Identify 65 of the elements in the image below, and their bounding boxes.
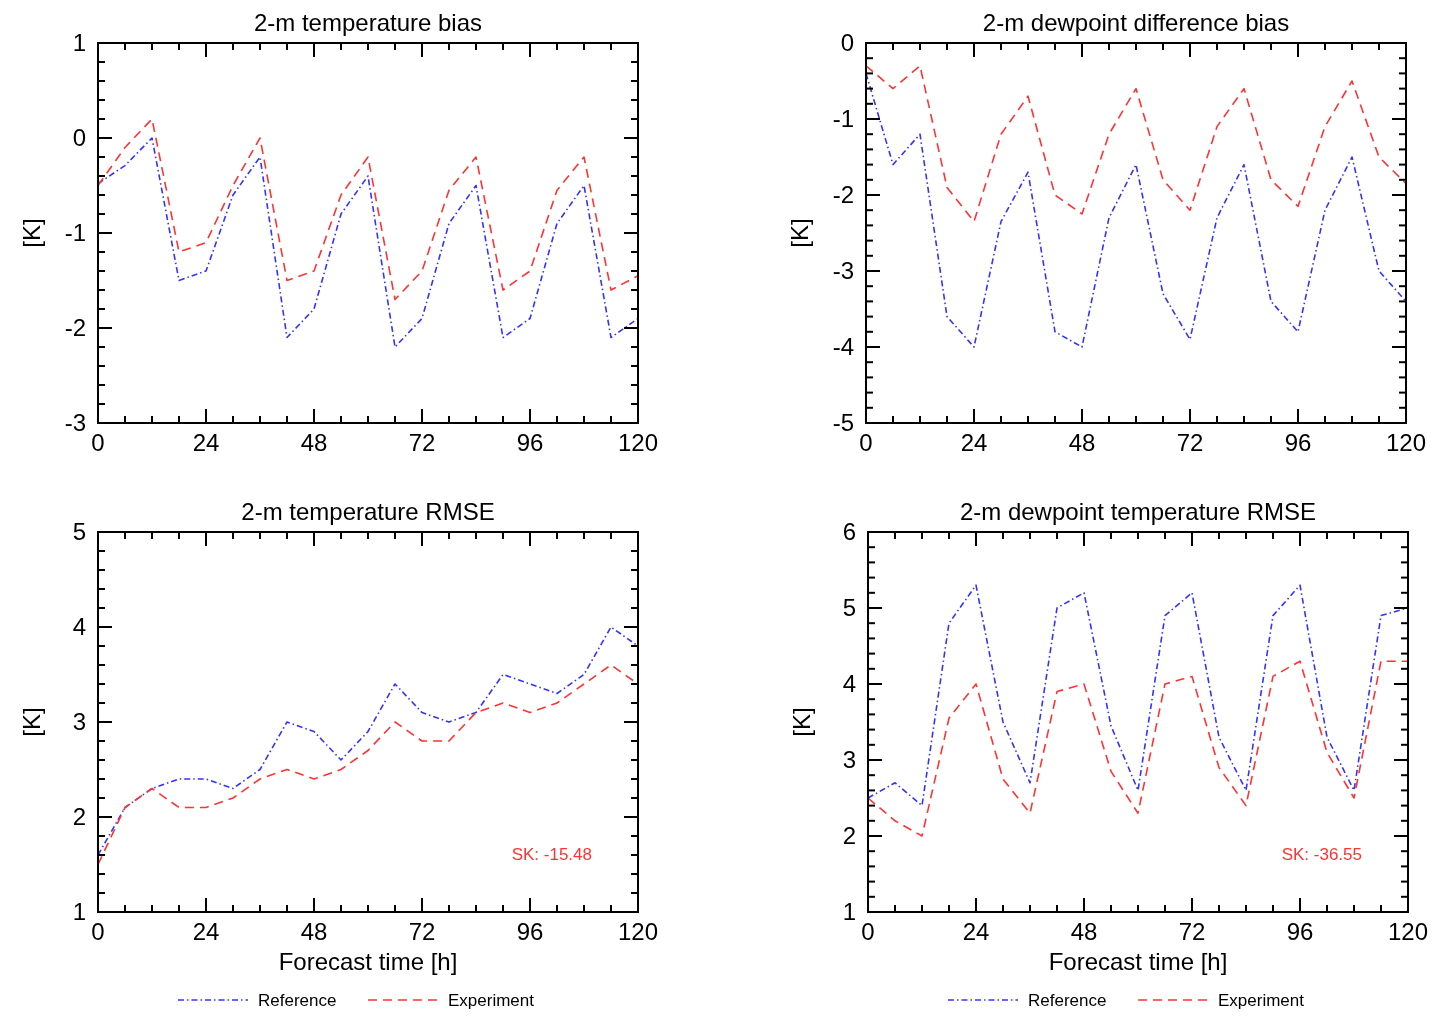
x-tick-label: 96: [516, 918, 544, 945]
y-tick-label: 4: [842, 670, 856, 697]
x-tick-label: 72: [408, 429, 436, 456]
x-tick-label: 48: [300, 918, 328, 945]
x-tick-label: 24: [960, 429, 988, 456]
x-axis-title: Forecast time [h]: [1048, 948, 1228, 975]
y-tick-label: -4: [832, 333, 854, 360]
x-tick-label: 120: [617, 429, 659, 456]
x-tick-label: 0: [91, 429, 105, 456]
x-tick-label: 48: [1068, 429, 1096, 456]
x-tick-label: 120: [617, 918, 659, 945]
x-tick-label: 24: [192, 429, 220, 456]
x-tick-label: 0: [91, 918, 105, 945]
x-tick-label: 72: [1178, 918, 1206, 945]
y-tick-label: -2: [64, 314, 86, 341]
line-series: [98, 118, 638, 301]
x-axis-title: Forecast time [h]: [278, 948, 458, 975]
x-tick-label: 0: [859, 429, 873, 456]
x-tick-label: 120: [1387, 918, 1429, 945]
legend-label: Experiment: [1218, 991, 1305, 1010]
y-tick-label: 4: [72, 613, 86, 640]
chart-title: 2-m dewpoint temperature RMSE: [959, 498, 1317, 525]
chart-title: 2-m dewpoint difference bias: [982, 9, 1290, 36]
annotation: SK: -15.48: [511, 845, 592, 864]
x-tick-label: 120: [1385, 429, 1427, 456]
x-tick-label: 96: [1284, 429, 1312, 456]
x-tick-label: 48: [300, 429, 328, 456]
y-tick-label: -2: [832, 181, 854, 208]
y-axis-title: [K]: [788, 707, 815, 737]
y-tick-label: -3: [832, 257, 854, 284]
y-tick-label: 2: [842, 822, 856, 849]
y-tick-label: -5: [832, 409, 854, 436]
x-tick-label: 48: [1070, 918, 1098, 945]
x-tick-label: 24: [962, 918, 990, 945]
y-tick-label: 0: [72, 124, 86, 151]
line-series: [866, 65, 1406, 223]
annotation: SK: -36.55: [1281, 845, 1362, 864]
y-axis-title: [K]: [18, 707, 45, 737]
x-tick-label: 24: [192, 918, 220, 945]
legend-label: Reference: [1028, 991, 1107, 1010]
y-tick-label: 1: [72, 898, 86, 925]
x-tick-label: 0: [861, 918, 875, 945]
legend-label: Experiment: [448, 991, 535, 1010]
x-tick-label: 72: [1176, 429, 1204, 456]
y-tick-label: 2: [72, 803, 86, 830]
y-tick-label: 1: [842, 898, 856, 925]
x-tick-label: 96: [516, 429, 544, 456]
x-tick-label: 96: [1286, 918, 1314, 945]
y-tick-label: 5: [842, 594, 856, 621]
y-axis-title: [K]: [18, 218, 45, 248]
y-tick-label: 6: [842, 518, 856, 545]
line-series: [868, 660, 1408, 837]
x-tick-label: 72: [408, 918, 436, 945]
legend-label: Reference: [258, 991, 337, 1010]
y-tick-label: 1: [72, 29, 86, 56]
chart-title: 2-m temperature RMSE: [241, 498, 495, 525]
y-tick-label: 3: [842, 746, 856, 773]
y-tick-label: 5: [72, 518, 86, 545]
y-tick-label: -1: [64, 219, 86, 246]
y-tick-label: 3: [72, 708, 86, 735]
y-tick-label: 0: [840, 29, 854, 56]
y-tick-label: -1: [832, 105, 854, 132]
chart-title: 2-m temperature bias: [253, 9, 483, 36]
y-tick-label: -3: [64, 409, 86, 436]
y-axis-title: [K]: [786, 218, 813, 248]
